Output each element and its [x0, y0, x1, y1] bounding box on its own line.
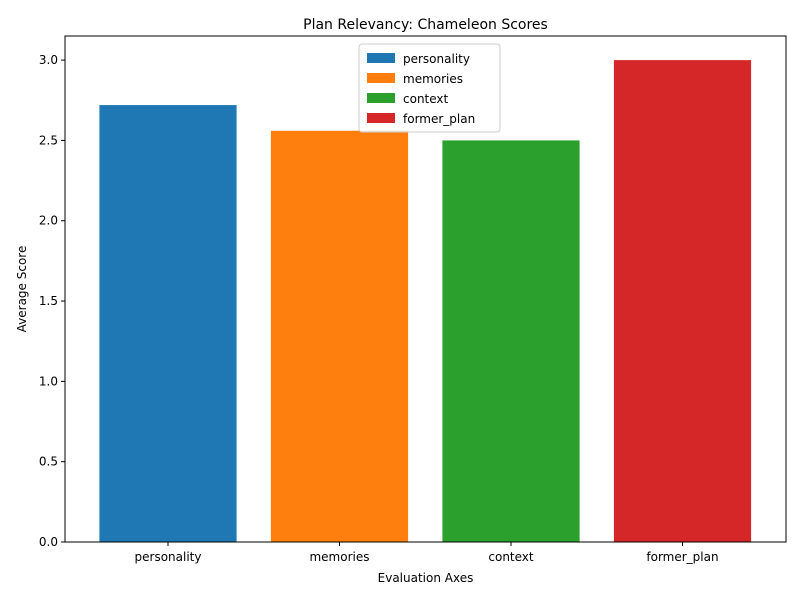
- legend-swatch-context: [367, 93, 395, 103]
- x-tick-label-memories: memories: [309, 550, 369, 564]
- bar-memories: [270, 130, 409, 542]
- legend: personality memories context former_plan: [358, 43, 501, 133]
- y-tick-label: 1.5: [39, 294, 58, 308]
- legend-swatch-personality: [367, 53, 395, 63]
- legend-label-personality: personality: [403, 52, 470, 66]
- x-axis-title: Evaluation Axes: [378, 571, 474, 585]
- bar-personality: [99, 105, 237, 543]
- y-tick-label: 2.5: [39, 133, 58, 147]
- y-tick-label: 3.0: [39, 53, 58, 67]
- y-tick-label: 0.0: [39, 535, 58, 549]
- y-axis: 0.0 0.5 1.0 1.5 2.0 2.5 3.0: [39, 53, 65, 549]
- legend-label-former_plan: former_plan: [403, 112, 475, 126]
- y-tick-label: 1.0: [39, 374, 58, 388]
- legend-label-memories: memories: [403, 72, 463, 86]
- legend-swatch-former_plan: [367, 113, 395, 123]
- legend-swatch-memories: [367, 73, 395, 83]
- bar-former_plan: [613, 60, 752, 542]
- x-axis: personality memories context former_plan: [135, 542, 719, 564]
- bar-context: [442, 140, 580, 542]
- chart-title: Plan Relevancy: Chameleon Scores: [303, 17, 548, 33]
- x-tick-label-former_plan: former_plan: [646, 550, 718, 564]
- x-tick-label-personality: personality: [135, 550, 202, 564]
- x-tick-label-context: context: [488, 550, 534, 564]
- legend-label-context: context: [403, 92, 449, 106]
- plot-area-frame: [64, 35, 787, 543]
- y-axis-title: Average Score: [15, 246, 29, 333]
- y-tick-label: 0.5: [39, 455, 58, 469]
- bars-group: [99, 60, 752, 543]
- y-tick-label: 2.0: [39, 214, 58, 228]
- legend-box: [358, 43, 501, 133]
